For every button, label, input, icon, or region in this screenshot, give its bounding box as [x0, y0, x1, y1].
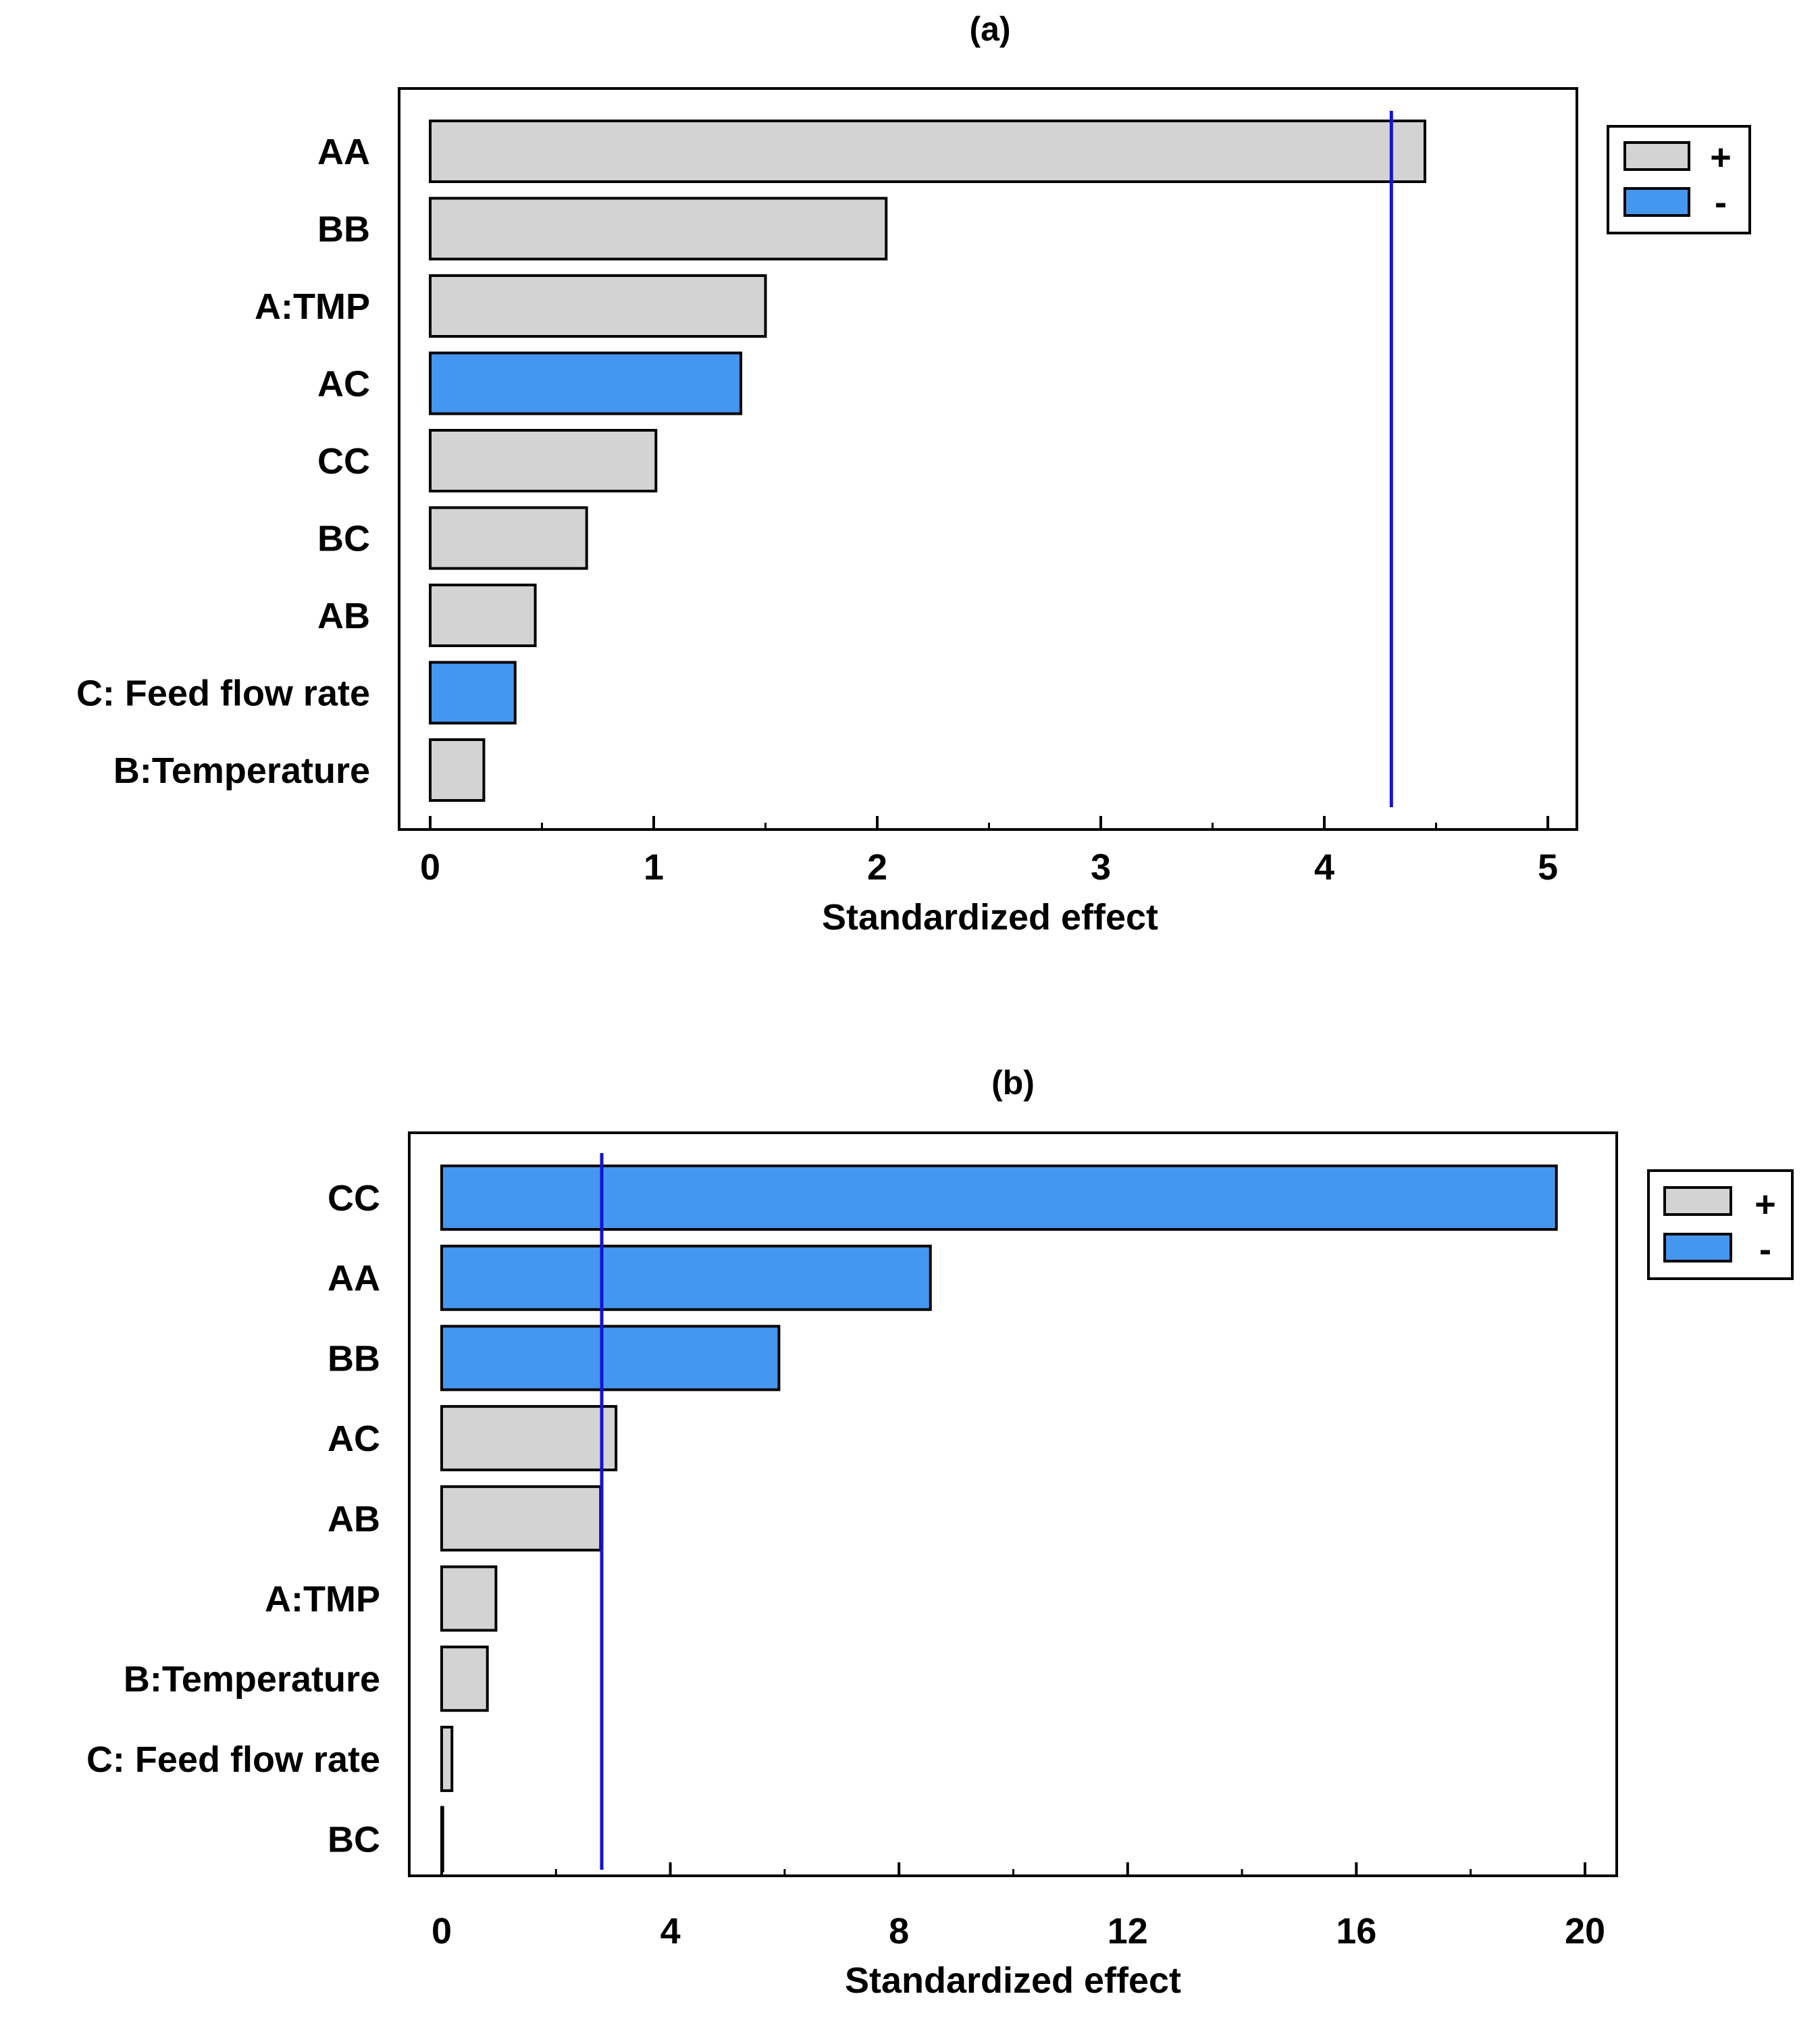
x-tick-label-b: 4 — [660, 1911, 681, 1951]
x-axis-ticks-b: 0 4 8 12 16 20 — [432, 1862, 1605, 1951]
bars-a — [429, 120, 1426, 802]
bar-a-a-tmp — [429, 274, 767, 338]
category-label-b-aa: AA — [328, 1258, 380, 1299]
category-label-b-a-tmp: A:TMP — [265, 1579, 380, 1620]
x-tick-label-a: 0 — [420, 847, 440, 888]
category-labels-b: CC AA BB AC AB A:TMP B:Temperature C: Feed flow… — [86, 1178, 380, 1860]
bar-b-bb — [440, 1325, 781, 1392]
legend-negative-swatch-b — [1663, 1233, 1732, 1262]
bar-b-ac — [440, 1405, 618, 1472]
chart-panel-b: (b) CC AA BB AC AB A:TMP B:Temperature C: Feed … — [86, 1064, 1794, 2001]
legend-negative-swatch-a — [1623, 187, 1690, 217]
x-axis-ticks-a: 0 1 2 3 4 5 — [420, 816, 1558, 888]
x-tick-label-b: 20 — [1565, 1911, 1605, 1951]
bar-b-a-tmp — [440, 1565, 498, 1632]
bar-a-ac — [429, 351, 743, 415]
bar-a-cc — [429, 429, 658, 492]
category-label-b-ac: AC — [328, 1419, 380, 1459]
category-label-b-cc: CC — [328, 1178, 380, 1219]
category-label-a-b-temperature: B:Temperature — [113, 750, 370, 791]
category-label-a-c-feed-flow-rate: C: Feed flow rate — [76, 673, 370, 714]
x-tick-label-b: 0 — [432, 1911, 452, 1951]
bar-b-b-temperature — [440, 1645, 489, 1712]
chart-title-b: (b) — [991, 1064, 1035, 1102]
legend-positive-swatch-b — [1663, 1186, 1732, 1216]
category-label-b-bb: BB — [328, 1338, 380, 1379]
x-tick-label-a: 5 — [1538, 847, 1558, 888]
chart-title-a: (a) — [969, 10, 1010, 48]
x-tick-label-a: 4 — [1314, 847, 1334, 888]
bar-a-c-feed-flow-rate — [429, 661, 517, 725]
legend-positive-label-a: + — [1710, 137, 1732, 178]
x-tick-label-b: 12 — [1108, 1911, 1148, 1951]
x-tick-label-b: 16 — [1336, 1911, 1376, 1951]
bar-a-bb — [429, 197, 888, 261]
category-labels-a: AA BB A:TMP AC CC BC AB C: Feed flow rate B:Temp… — [76, 132, 370, 791]
bar-b-bc — [440, 1806, 444, 1872]
bar-b-aa — [440, 1244, 932, 1311]
bar-a-bc — [429, 506, 588, 570]
legend-b: + - — [1647, 1169, 1794, 1280]
bar-a-ab — [429, 584, 537, 647]
x-axis-label-a: Standardized effect — [822, 897, 1158, 938]
legend-positive-swatch-a — [1623, 141, 1690, 171]
chart-panel-a: (a) AA BB A:TMP AC CC BC AB C: Feed flow rate B:… — [76, 10, 1751, 938]
x-axis-label-b: Standardized effect — [845, 1960, 1181, 2001]
category-label-b-bc: BC — [328, 1820, 380, 1860]
x-tick-label-a: 1 — [644, 847, 664, 888]
bar-b-cc — [440, 1165, 1558, 1231]
x-tick-label-a: 2 — [867, 847, 887, 888]
x-tick-label-b: 8 — [889, 1911, 909, 1951]
legend-a: + - — [1607, 125, 1751, 234]
category-label-a-bc: BC — [317, 519, 370, 559]
bar-a-b-temperature — [429, 738, 486, 802]
category-label-b-b-temperature: B:Temperature — [124, 1659, 380, 1700]
category-label-b-c-feed-flow-rate: C: Feed flow rate — [86, 1739, 380, 1780]
category-label-a-cc: CC — [317, 441, 370, 482]
bar-a-aa — [429, 120, 1426, 183]
category-label-a-aa: AA — [317, 132, 370, 172]
x-tick-label-a: 3 — [1091, 847, 1111, 888]
legend-negative-label-a: - — [1715, 182, 1727, 223]
bar-b-c-feed-flow-rate — [440, 1725, 454, 1792]
category-label-a-ac: AC — [317, 364, 370, 405]
legend-negative-label-b: - — [1759, 1229, 1771, 1270]
bar-b-ab — [440, 1485, 602, 1552]
category-label-a-ab: AB — [317, 596, 370, 636]
bars-b — [440, 1165, 1558, 1872]
category-label-a-a-tmp: A:TMP — [255, 286, 370, 327]
legend-positive-label-b: + — [1754, 1184, 1776, 1225]
category-label-b-ab: AB — [328, 1499, 380, 1539]
category-label-a-bb: BB — [317, 209, 370, 250]
